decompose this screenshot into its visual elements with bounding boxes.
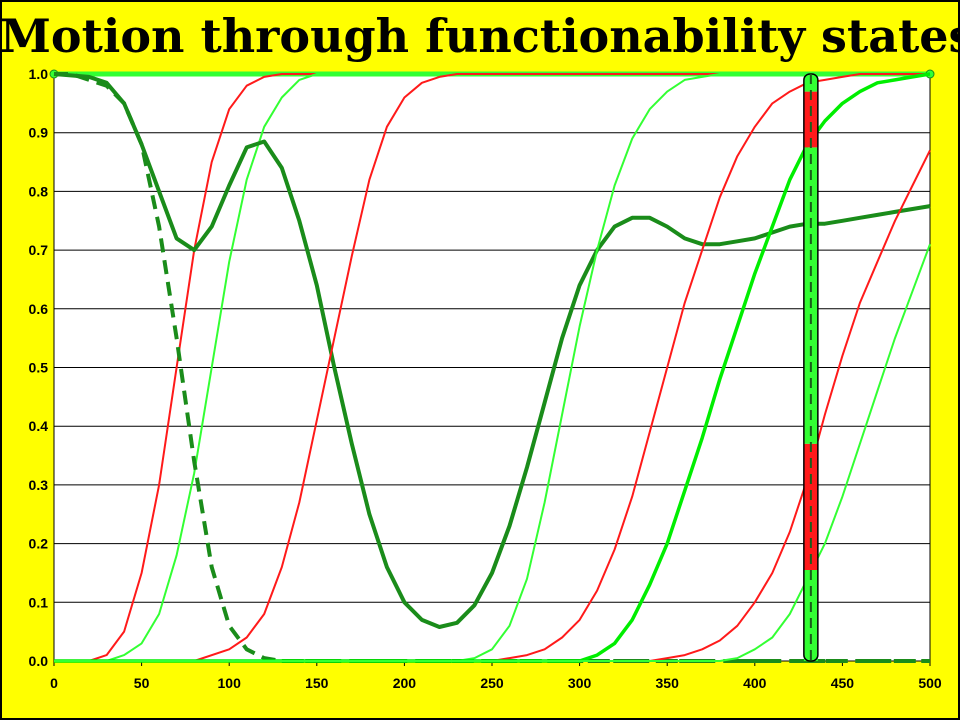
state-bar-segment bbox=[803, 147, 818, 444]
x-tick-label: 250 bbox=[480, 675, 504, 691]
x-tick-label: 50 bbox=[134, 675, 150, 691]
x-tick-label: 100 bbox=[218, 675, 242, 691]
y-tick-label: 0.6 bbox=[29, 301, 49, 317]
series-line-2 bbox=[54, 72, 930, 663]
y-tick-label: 0.4 bbox=[29, 418, 49, 434]
y-tick-label: 0.9 bbox=[29, 125, 49, 141]
x-tick-label: 500 bbox=[918, 675, 942, 691]
y-tick-label: 0.8 bbox=[29, 183, 49, 199]
x-tick-label: 200 bbox=[393, 675, 417, 691]
series-line-3 bbox=[53, 72, 931, 629]
x-tick-label: 400 bbox=[743, 675, 767, 691]
series-line-0 bbox=[54, 73, 930, 662]
y-tick-label: 0.1 bbox=[29, 594, 49, 610]
state-bar-layer bbox=[803, 73, 819, 662]
y-tick-labels: 0.0 0.1 0.2 0.3 0.4 0.5 0.6 0.7 0.8 0.9 1.0 bbox=[29, 66, 49, 669]
y-tick-label: 0.5 bbox=[29, 360, 49, 376]
series-line-8 bbox=[54, 149, 931, 662]
y-tick-label: 0.3 bbox=[29, 477, 49, 493]
x-tick-label: 0 bbox=[50, 675, 58, 691]
chart-title: Motion through functionability states bbox=[0, 9, 960, 63]
x-tick-label: 450 bbox=[831, 675, 855, 691]
x-tick-labels: 0 50 100 150 200 250 300 350 400 450 500 bbox=[50, 661, 942, 691]
series-line-6 bbox=[54, 73, 930, 662]
series-line-7 bbox=[54, 72, 931, 663]
series-line-1 bbox=[54, 73, 930, 662]
series-layer bbox=[49, 69, 935, 663]
x-tick-label: 150 bbox=[305, 675, 329, 691]
state-bar-segment bbox=[803, 570, 818, 661]
series-line-4 bbox=[54, 73, 930, 662]
series-line-5 bbox=[54, 73, 930, 662]
y-tick-label: 0.2 bbox=[29, 536, 49, 552]
y-tick-label: 1.0 bbox=[29, 66, 49, 82]
y-tick-label: 0.0 bbox=[29, 653, 49, 669]
x-tick-label: 300 bbox=[568, 675, 592, 691]
x-tick-label: 350 bbox=[656, 675, 680, 691]
y-tick-label: 0.7 bbox=[29, 242, 49, 258]
state-bar-segment bbox=[803, 91, 818, 148]
